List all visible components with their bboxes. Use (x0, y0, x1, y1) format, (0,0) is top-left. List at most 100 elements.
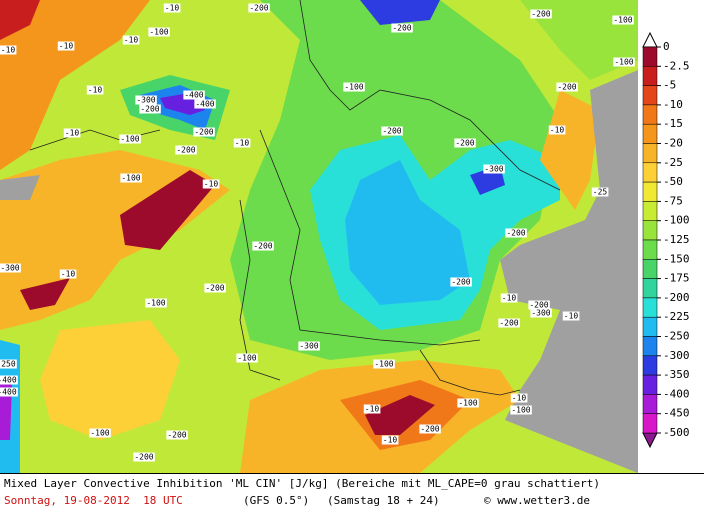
contour-label-bg (562, 311, 580, 321)
colorbar-label: 0 (663, 40, 670, 53)
contour-label: -100 (237, 354, 256, 363)
contour-label: -200 (420, 425, 439, 434)
contour-label: -100 (344, 83, 363, 92)
contour-label: -100 (121, 174, 140, 183)
contour-label-bg (530, 308, 552, 318)
contour-label: -100 (146, 299, 165, 308)
footer-credit: © www.wetter3.de (484, 494, 590, 507)
contour-label: -10 (512, 394, 527, 403)
contour-label-bg (148, 27, 170, 37)
contour-label-bg (175, 145, 197, 155)
contour-labels: -10-10-10-100-200-10-300-400-400-200-200… (0, 3, 635, 462)
colorbar-label: -50 (663, 175, 683, 188)
contour-label-bg (612, 15, 634, 25)
colorbar-band (642, 220, 658, 241)
colorbar-band (642, 104, 658, 125)
contour-label-bg (86, 85, 104, 95)
footer-run: (Samstag 18 + 24) (327, 494, 440, 507)
contour-label-bg (194, 99, 216, 109)
contour-label: -200 (382, 127, 401, 136)
colorbar-label: -350 (663, 368, 690, 381)
contour-label-bg (528, 300, 550, 310)
contour-label: -25 (593, 188, 608, 197)
contour-label: -300 (0, 264, 19, 273)
contour-label: -200 (140, 105, 159, 114)
colorbar-label: -100 (663, 214, 690, 227)
contour-label: -200 (455, 139, 474, 148)
contour-label: -200 (529, 301, 548, 310)
contour-label: -10 (204, 180, 219, 189)
contour-label: -300 (484, 165, 503, 174)
colorbar-band (642, 46, 658, 67)
contour-label: -400 (195, 100, 214, 109)
colorbar-band (642, 413, 658, 434)
contour-label-bg (373, 359, 395, 369)
colorbar-band (642, 162, 658, 183)
contour-label: -300 (299, 342, 318, 351)
contour-label-bg (204, 283, 226, 293)
colorbar-band (642, 259, 658, 279)
colorbar-label: -150 (663, 252, 690, 265)
contour-label: -200 (451, 278, 470, 287)
contour-label: -10 (88, 86, 103, 95)
colorbar-label: -5 (663, 79, 676, 92)
contour-label: -400 (0, 388, 17, 397)
contour-label: -10 (550, 126, 565, 135)
colorbar-band (642, 181, 658, 202)
contour-label-bg (193, 127, 215, 137)
contour-label: -400 (0, 376, 17, 385)
contour-label: -400 (184, 91, 203, 100)
contour-label-bg (498, 318, 520, 328)
colorbar-label: -25 (663, 156, 683, 169)
colorbar-band (642, 355, 658, 376)
colorbar-label: -20 (663, 137, 683, 150)
contour-label: -200 (134, 453, 153, 462)
colorbar-band (642, 336, 658, 357)
contour-label-bg (391, 23, 413, 33)
contour-label: -200 (249, 4, 268, 13)
contour-label-bg (122, 35, 140, 45)
contour-label: -200 (167, 431, 186, 440)
footer-date: Sonntag, 19-08-2012 18 UTC (4, 494, 183, 507)
contour-label: -10 (61, 270, 76, 279)
contour-label: -100 (458, 399, 477, 408)
contour-label: -100 (374, 360, 393, 369)
contour-label-bg (505, 228, 527, 238)
colorbar-band (642, 143, 658, 164)
contour-label: -200 (557, 83, 576, 92)
colorbar-band (642, 201, 658, 221)
colorbar-label: -250 (663, 330, 690, 343)
contour-label-bg (135, 95, 157, 105)
colorbar-band (642, 123, 658, 144)
contour-label-bg (381, 126, 403, 136)
contour-label-bg (381, 435, 399, 445)
contour-label: -10 (65, 129, 80, 138)
colorbar-band (642, 66, 658, 86)
contour-label: -250 (0, 360, 16, 369)
contour-label: -200 (531, 10, 550, 19)
footer-model: (GFS 0.5°) (243, 494, 309, 507)
contour-label: -10 (124, 36, 139, 45)
contour-label: -100 (120, 135, 139, 144)
contour-label: -200 (194, 128, 213, 137)
contour-label-bg (0, 387, 18, 397)
contour-label: -10 (365, 405, 380, 414)
contour-label: -100 (614, 58, 633, 67)
contour-label-bg (530, 9, 552, 19)
colorbar-band (642, 278, 658, 299)
footer-description: Mixed Layer Convective Inhibition 'ML CI… (4, 477, 600, 490)
contour-label: -10 (235, 139, 250, 148)
contour-label-bg (343, 82, 365, 92)
colorbar-label: -125 (663, 233, 690, 246)
contour-label: -10 (383, 436, 398, 445)
contour-label: -100 (613, 16, 632, 25)
contour-label-bg (248, 3, 270, 13)
contour-label-bg (59, 269, 77, 279)
contour-label-bg (556, 82, 578, 92)
contour-label: -200 (205, 284, 224, 293)
contour-label-bg (0, 359, 17, 369)
colorbar-band (642, 297, 658, 318)
colorbar-band (642, 85, 658, 106)
contour-label-bg (120, 173, 142, 183)
